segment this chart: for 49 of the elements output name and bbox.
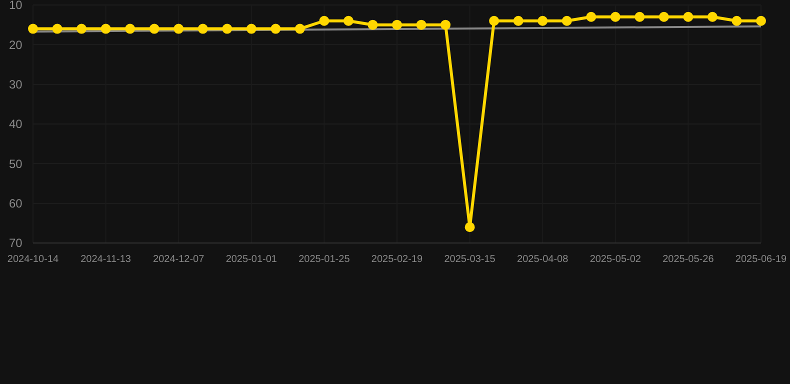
point — [222, 24, 232, 34]
point — [294, 24, 305, 34]
point — [586, 12, 596, 22]
point — [538, 16, 548, 26]
y-tick-label: 70 — [9, 236, 23, 250]
point — [343, 16, 354, 26]
point — [125, 24, 136, 34]
x-tick-label: 2025-01-25 — [298, 254, 350, 265]
y-tick-label: 10 — [9, 0, 23, 12]
point — [513, 16, 524, 26]
point — [319, 16, 330, 26]
point — [198, 24, 208, 34]
point — [610, 12, 620, 22]
x-tick-label: 2025-01-01 — [226, 254, 278, 265]
point — [246, 24, 256, 34]
point — [76, 24, 87, 34]
point — [149, 24, 160, 34]
point — [707, 12, 718, 22]
y-tick-label: 60 — [9, 196, 23, 211]
point — [683, 12, 694, 22]
x-tick-label: 2024-12-07 — [153, 254, 205, 265]
point — [416, 20, 426, 30]
x-tick-label: 2025-03-15 — [444, 254, 496, 265]
point — [634, 12, 645, 22]
point — [270, 24, 281, 34]
point — [464, 222, 475, 232]
x-tick-label: 2024-11-13 — [80, 254, 132, 265]
point — [52, 24, 62, 34]
x-tick-label: 2025-06-19 — [735, 254, 788, 265]
point — [489, 16, 500, 26]
point — [100, 24, 111, 34]
x-tick-label: 2025-04-08 — [517, 254, 569, 265]
y-tick-label: 50 — [9, 156, 23, 171]
point — [440, 20, 451, 30]
point — [562, 16, 572, 26]
point — [368, 20, 378, 30]
point — [392, 20, 402, 30]
point — [28, 24, 38, 34]
point — [756, 16, 766, 26]
x-tick-label: 2024-10-14 — [7, 254, 60, 265]
x-tick-label: 2025-02-19 — [371, 254, 424, 265]
point — [732, 16, 742, 26]
y-tick-label: 40 — [9, 117, 23, 132]
y-tick-label: 30 — [9, 78, 23, 92]
x-tick-label: 2025-05-02 — [590, 254, 642, 265]
point — [658, 12, 669, 22]
x-tick-label: 2025-05-26 — [662, 254, 714, 265]
y-tick-label: 20 — [9, 38, 23, 52]
point — [174, 24, 184, 34]
